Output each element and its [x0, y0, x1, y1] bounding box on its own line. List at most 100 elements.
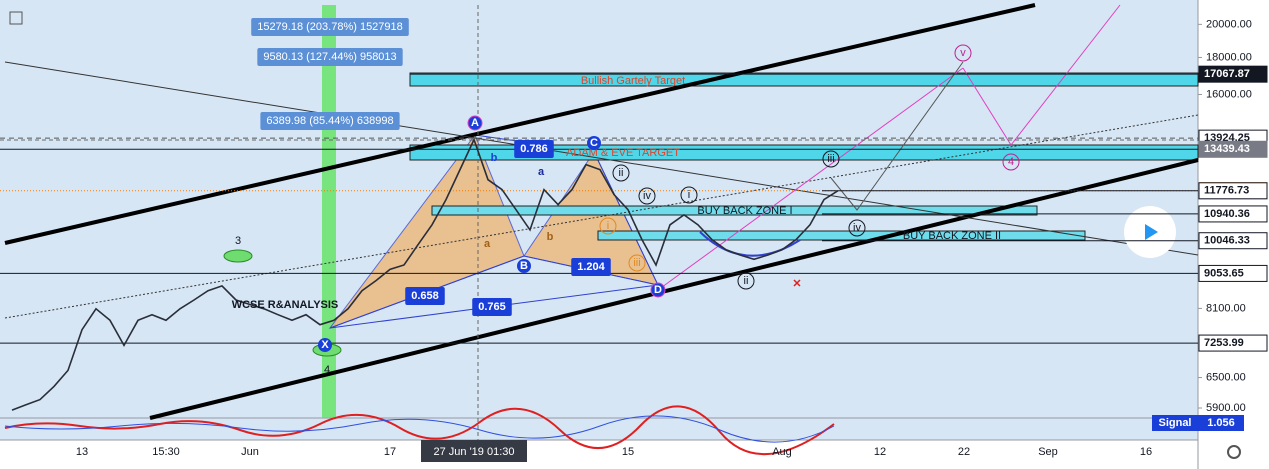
annotation-group: 0.765 [472, 298, 512, 316]
settings-icon[interactable] [1227, 445, 1241, 459]
price-label-box [1198, 264, 1268, 282]
y-tick-label: 20000.00 [1206, 18, 1252, 30]
annotation: ii [744, 275, 749, 287]
price-label-box [1198, 334, 1268, 352]
annotation: WCSE R&ANALYSIS [232, 299, 339, 311]
ratio-box [405, 287, 445, 305]
price-label-box [1198, 182, 1268, 200]
annotation: a [538, 166, 545, 178]
price-label: 10046.33 [1204, 235, 1250, 247]
crosshair-label-box [421, 440, 527, 462]
annotation: iv [643, 190, 651, 202]
x-tick-label: 22 [958, 446, 970, 458]
x-tick-label: 15 [622, 446, 634, 458]
price-label-box [1198, 65, 1268, 83]
signal-value: 1.056 [1207, 417, 1235, 429]
zone-buy-back-1 [431, 205, 1038, 216]
ratio-box [571, 258, 611, 276]
annotation: A [471, 117, 479, 129]
zone-adam-eve [409, 144, 1199, 161]
annotation: ii [619, 167, 624, 179]
measure-box [260, 112, 400, 130]
y-tick-label: 18000.00 [1206, 51, 1252, 63]
annotation: a [484, 238, 491, 250]
price-label-box [1198, 140, 1268, 158]
signal-label: Signal [1158, 417, 1191, 429]
signal-value-badge [1198, 415, 1244, 431]
wave-circle [954, 44, 972, 62]
ratio-box [472, 298, 512, 316]
price-line [11, 137, 839, 411]
x-tick-label: Sep [1038, 446, 1058, 458]
price-label: 17067.87 [1204, 68, 1250, 80]
price-label: 9053.65 [1204, 267, 1244, 279]
wave-circle [628, 254, 646, 272]
annotation: v [960, 47, 966, 59]
wave-circle [612, 164, 630, 182]
x-tick-label: Aug [772, 446, 792, 458]
annotation: 0.765 [478, 301, 506, 313]
x-mark: ✕ [792, 278, 801, 290]
annotation: iv [853, 222, 861, 234]
price-label: 13439.43 [1204, 143, 1250, 155]
annotation: 9580.13 (127.44%) 958013 [263, 51, 396, 63]
y-tick-label: 8100.00 [1206, 302, 1246, 314]
x-tick-label: 15:30 [152, 446, 180, 458]
annotation-group: 6389.98 (85.44%) 638998 [260, 112, 400, 130]
measure-box [257, 48, 403, 66]
projection [830, 61, 964, 211]
annotation: 0.658 [411, 290, 439, 302]
annotation: 1.204 [577, 261, 605, 273]
wave-circle [638, 187, 656, 205]
annotation: 0.786 [520, 143, 548, 155]
annotation: X [321, 339, 329, 351]
price-label-box [1198, 205, 1268, 223]
annotation-group: 9580.13 (127.44%) 958013 [257, 48, 403, 66]
annotation: 4 [324, 364, 330, 376]
wave-circle [680, 186, 698, 204]
point-marker [587, 136, 601, 150]
zone-gartley [409, 72, 1199, 87]
signal-badge [1152, 415, 1198, 431]
annotation: B [520, 260, 528, 272]
wave-circle [848, 219, 866, 237]
x-tick-label: 13 [76, 446, 88, 458]
point-marker [517, 259, 531, 273]
trendline [4, 61, 1199, 256]
wave-circle [822, 150, 840, 168]
zone-buy-back-2 [597, 230, 1086, 241]
annotation: BUY BACK ZONE I [697, 205, 792, 217]
price-label: 11776.73 [1204, 185, 1249, 197]
x-tick-label: 12 [874, 446, 886, 458]
oscillator-signal [4, 415, 835, 443]
annotation: iii [633, 257, 640, 269]
oscillator [4, 405, 835, 455]
highlight-band [322, 5, 336, 418]
toolbar-icon[interactable] [9, 11, 23, 25]
point-marker [467, 115, 483, 131]
play-icon [1145, 224, 1158, 240]
annotation: BUY BACK ZONE II [903, 230, 1001, 242]
price-label: 7253.99 [1204, 337, 1244, 349]
annotation-group: 1.204 [571, 258, 611, 276]
cup [699, 231, 801, 257]
annotation: b [491, 152, 498, 164]
y-tick-label: 6500.00 [1206, 371, 1246, 383]
channel-top [4, 3, 1036, 245]
price-label-box [1198, 232, 1268, 250]
time-axis-background [0, 440, 1198, 469]
channel-bottom [149, 158, 1199, 420]
x-tick-label: Jun [241, 446, 259, 458]
projection [657, 67, 964, 291]
annotation: i [688, 189, 690, 201]
projection [962, 4, 1121, 146]
wave-circle [1002, 153, 1020, 171]
y-tick-label: 16000.00 [1206, 88, 1252, 100]
annotation-group: 15279.18 (203.78%) 1527918 [251, 18, 409, 36]
annotation: 15279.18 (203.78%) 1527918 [257, 21, 403, 33]
annotation-group: 0.658 [405, 287, 445, 305]
marker [223, 249, 253, 263]
ratio-box [514, 140, 554, 158]
annotation: 3 [235, 235, 241, 247]
